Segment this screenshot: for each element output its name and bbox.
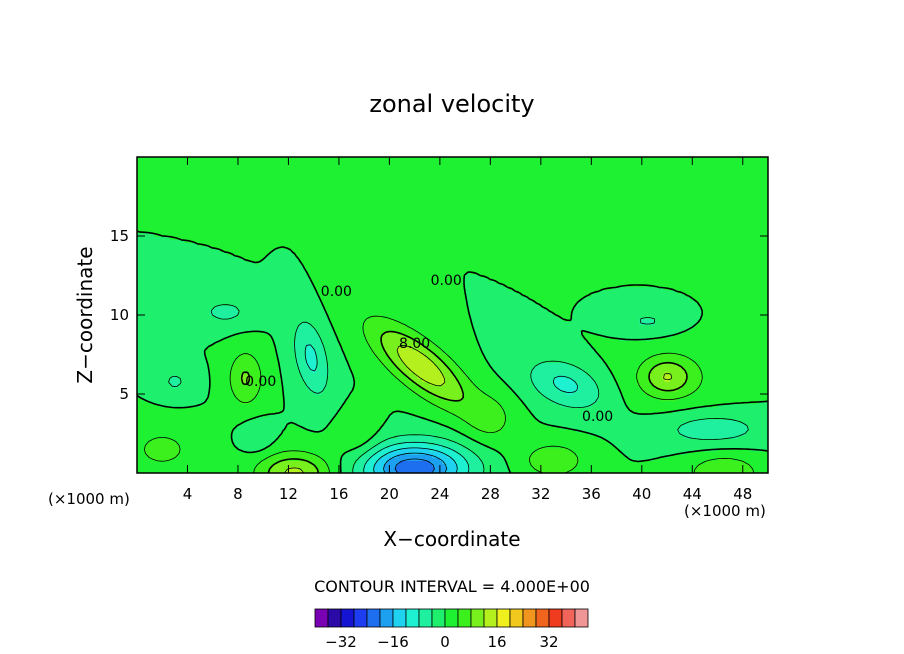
contour-line [383,452,447,473]
colorbar-box [561,608,576,628]
x-axis-label: X−coordinate [383,527,520,551]
contour-line [240,330,688,473]
colorbar-tick-label: −32 [325,633,357,651]
colorbar-box [509,608,524,628]
y-tick-label: 15 [110,227,129,245]
x-unit-right: (×1000 m) [684,502,766,520]
contour-lines [137,230,768,473]
contour-labels: 0.00 0.00 8.00 0.00 0.00 [245,273,613,425]
colorbar-box [574,608,589,628]
contour-label: 8.00 [399,336,430,352]
colorbar-box [457,608,472,628]
contour-label: 0.00 [245,374,276,390]
colorbar-box [535,608,550,628]
colorbar-tick-label: −16 [377,633,409,651]
x-tick-label: 4 [183,485,193,503]
colorbar-box [483,608,498,628]
x-tick-label: 48 [733,485,752,503]
contour-line [168,304,749,473]
colorbar-box [340,608,355,628]
x-tick-label: 44 [683,485,702,503]
colorbar-box [379,608,394,628]
colorbar-ticks: −32 −16 0 16 32 [325,633,558,651]
colorbar-box [470,608,485,628]
x-tick-label: 36 [582,485,601,503]
colorbar [314,608,589,628]
colorbar-box [548,608,563,628]
contour-label: 0.00 [582,409,613,425]
y-tick-label: 10 [110,306,129,324]
contour-interval-text: CONTOUR INTERVAL = 4.000E+00 [314,577,590,596]
colorbar-box [366,608,381,628]
x-tick-label: 24 [430,485,449,503]
chart-title: zonal velocity [369,90,534,118]
contour-label: 0.00 [321,284,352,300]
x-tick-label: 12 [279,485,298,503]
colorbar-box [444,608,459,628]
x-tick-label: 28 [481,485,500,503]
x-tick-label: 8 [233,485,243,503]
colorbar-box [327,608,342,628]
colorbar-box [431,608,446,628]
contour-line [373,447,458,473]
x-tick-label: 16 [329,485,348,503]
y-tick-label: 5 [119,385,129,403]
colorbar-box [405,608,420,628]
contour-line [304,344,579,473]
x-tick-label: 32 [531,485,550,503]
filled-contours [137,157,768,473]
y-axis-ticks: 5 10 15 [110,227,768,403]
y-axis-label: Z−coordinate [73,246,97,383]
colorbar-tick-label: 32 [539,633,558,651]
contour-line [284,345,673,473]
colorbar-box [522,608,537,628]
contour-line [144,315,755,473]
colorbar-tick-label: 0 [440,633,450,651]
colorbar-tick-label: 16 [487,633,506,651]
x-unit-left: (×1000 m) [48,490,130,508]
x-axis-ticks: 4 8 12 16 20 24 28 32 36 40 44 48 [183,157,752,503]
x-tick-label: 20 [380,485,399,503]
contour-line [137,230,768,473]
colorbar-box [314,608,329,628]
colorbar-box [418,608,433,628]
colorbar-box [496,608,511,628]
x-tick-label: 40 [632,485,651,503]
colorbar-box [392,608,407,628]
contour-label: 0.00 [431,273,462,289]
colorbar-box [353,608,368,628]
